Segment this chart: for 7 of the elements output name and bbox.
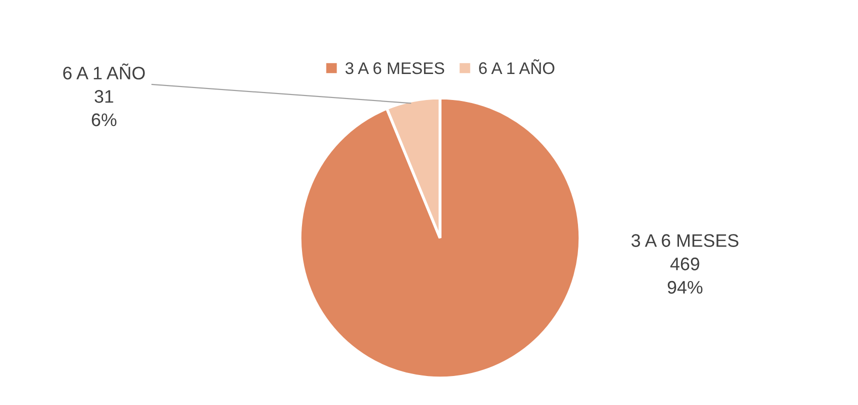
slice-label: 6 A 1 AÑO <box>63 63 145 80</box>
legend-label: 3 A 6 MESES <box>345 62 444 74</box>
data-label: 31 6% <box>92 90 116 126</box>
legend-label: 6 A 1 AÑO <box>479 59 554 74</box>
data-label: 469 94% <box>668 258 702 294</box>
slice-label: 3 A 6 MESES <box>631 234 738 247</box>
pie-slice <box>298 96 582 380</box>
